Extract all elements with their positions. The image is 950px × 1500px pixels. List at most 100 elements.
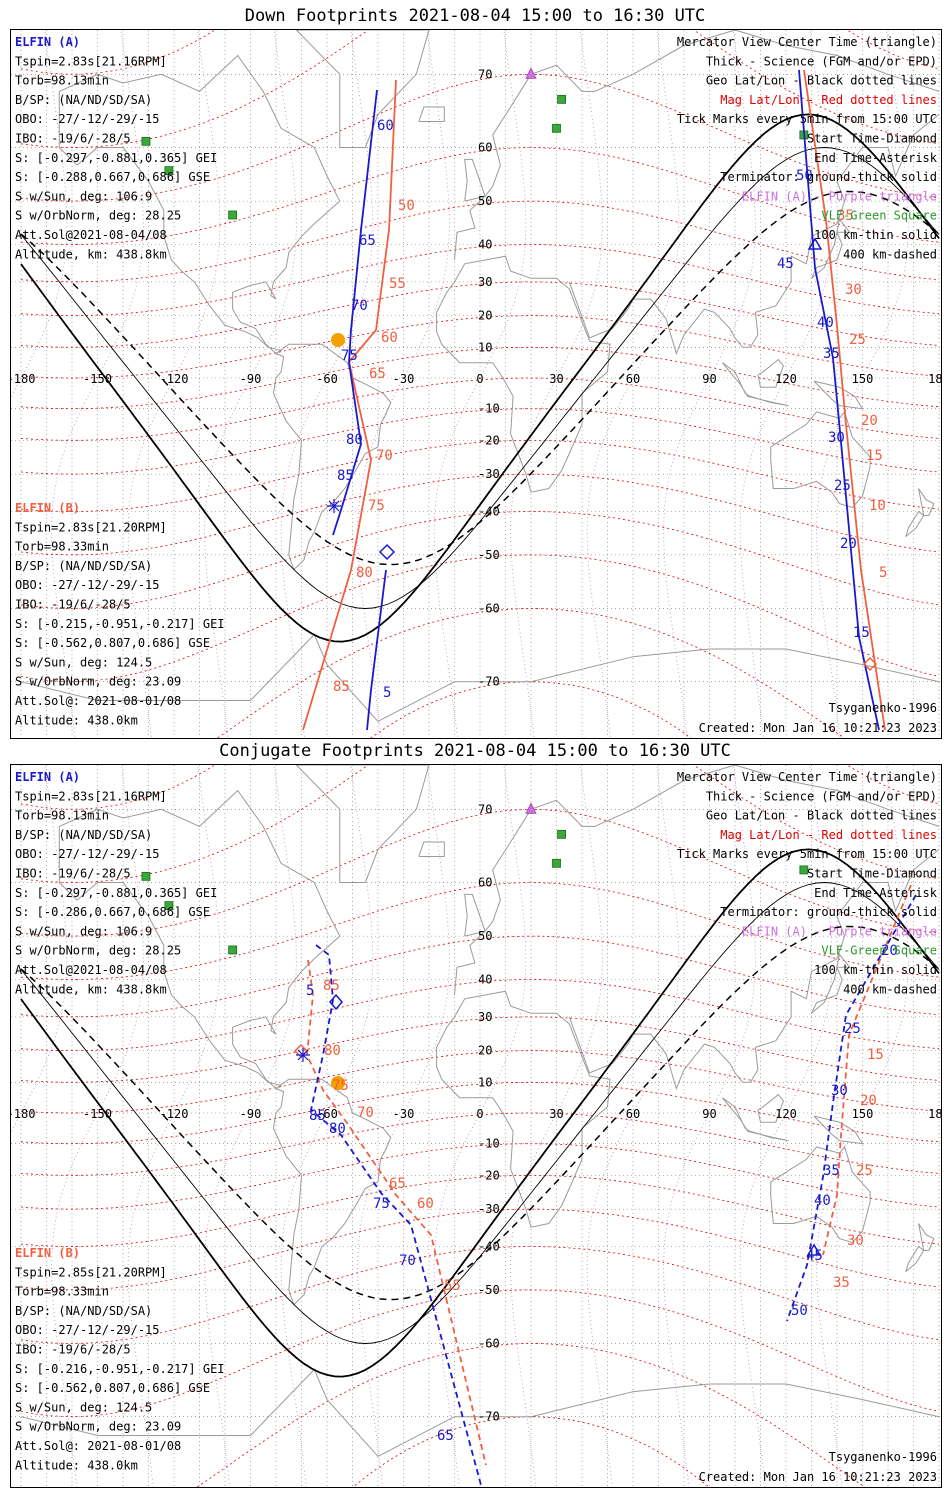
elfin-a-info-line: S w/Sun, deg: 106.9: [15, 924, 152, 938]
elfin-b-info-line: S: [-0.215,-0.951,-0.217] GEI: [15, 617, 225, 631]
vlf-station-marker: [799, 865, 809, 875]
start-time-diamond: [378, 543, 396, 561]
mag-longitude-line: [816, 30, 909, 738]
lat-tick-label: 50: [478, 194, 492, 208]
legend-line: 100 km-thin solid: [814, 963, 937, 977]
elfin-b-header: ELFIN (B): [15, 1246, 80, 1260]
lon-tick-label: -120: [160, 1107, 189, 1121]
lat-tick-label: -40: [478, 505, 500, 519]
mag-longitude-line: [357, 30, 450, 738]
legend-line: Mag Lat/Lon - Red dotted lines: [720, 828, 937, 842]
lat-tick-label: -30: [478, 1202, 500, 1216]
vlf-station-marker: [141, 871, 151, 881]
mag-latitude-line: [20, 1289, 940, 1418]
elfin-b-info-line: Att.Sol@: 2021-08-01/08: [15, 1439, 181, 1453]
elfin-b-tick-label: 35: [833, 1275, 850, 1291]
map-canvas-down: -180 -150 -120 -90 -60 -30 0 30 60 90 120 150 180 70 6…: [11, 30, 941, 738]
elfin-a-track-west: [310, 944, 482, 1486]
elfin-a-tick-label: 65: [359, 233, 376, 249]
elfin-a-info-line: IBO: -19/6/-28/5: [15, 867, 131, 881]
coastline: [811, 218, 851, 279]
lon-tick-label: 120: [775, 1107, 797, 1121]
mag-latitude-line: [20, 1175, 940, 1247]
mag-longitude-line: [663, 765, 756, 1487]
lon-tick-label: -90: [240, 1107, 262, 1121]
legend-line: 400 km-dashed: [843, 247, 937, 261]
elfin-b-tick-label: 85: [333, 679, 350, 695]
legend-line: Geo Lat/Lon - Black dotted lines: [706, 74, 937, 88]
elfin-b-tick-label: 60: [417, 1196, 434, 1212]
elfin-b-info-line: Altitude: 438.0km: [15, 1458, 138, 1472]
mag-longitude-line: [51, 765, 144, 1487]
coastline: [568, 114, 940, 356]
mag-longitude-line: [510, 765, 603, 1487]
elfin-a-info-line: OBO: -27/-12/-29/-15: [15, 112, 160, 126]
mag-longitude-line: [127, 765, 221, 1487]
vlf-station-marker: [228, 210, 238, 220]
mag-latitude-line: [20, 511, 940, 609]
lat-tick-label: 40: [478, 972, 492, 986]
elfin-a-tick-label: 50: [791, 1303, 808, 1319]
lat-tick-label: -10: [478, 402, 500, 416]
elfin-a-tick-label: 70: [351, 298, 368, 314]
coastline: [568, 849, 940, 1091]
elfin-b-tick-label: 15: [866, 448, 883, 464]
elfin-a-tick-label: 70: [399, 1253, 416, 1269]
lon-tick-label: -180: [11, 372, 35, 386]
elfin-a-header: ELFIN (A): [15, 35, 80, 49]
elfin-a-info-line: OBO: -27/-12/-29/-15: [15, 847, 160, 861]
coastline: [918, 488, 935, 516]
mag-longitude-line: [11, 30, 68, 399]
legend-line: VLF-Green Square: [821, 944, 937, 958]
lon-tick-label: -90: [240, 372, 262, 386]
terminator-ground: [20, 848, 940, 1378]
elfin-b-info-line: S w/OrbNorm, deg: 23.09: [15, 675, 181, 689]
center-time-sun-marker: [331, 333, 345, 347]
elfin-b-tick-label: 75: [368, 498, 385, 514]
model-label: Tsyganenko-1996: [829, 701, 937, 715]
elfin-purple-triangle: [525, 802, 537, 814]
coastline: [770, 410, 871, 509]
map-canvas-conjugate: -180 -150 -120 -90 -60 -30 0 30 60 90 120 150 180 70 6…: [11, 765, 941, 1487]
elfin-b-tick-label: 20: [860, 1093, 877, 1109]
elfin-b-tick-label: 85: [323, 978, 340, 994]
elfin-a-tick-label: 30: [831, 1083, 848, 1099]
legend-line: End Time-Asterisk: [814, 886, 938, 900]
elfin-a-tick-label: 25: [844, 1021, 861, 1037]
elfin-b-info-line: B/SP: (NA/ND/SD/SA): [15, 559, 152, 573]
elfin-a-info-line: S w/Sun, deg: 106.9: [15, 189, 152, 203]
elfin-purple-triangle: [525, 67, 537, 79]
coastline: [905, 1245, 925, 1272]
mag-latitude-line: [20, 554, 940, 683]
elfin-b-info-line: S w/Sun, deg: 124.5: [15, 1400, 152, 1414]
elfin-b-tick-label: 10: [869, 498, 886, 514]
vlf-station-marker: [164, 166, 174, 176]
elfin-b-tick-label: 35: [837, 208, 854, 224]
lat-tick-label: 40: [478, 237, 492, 251]
mag-latitude-line: [20, 147, 940, 245]
elfin-a-tick-label: 45: [777, 256, 794, 272]
coastline: [454, 30, 940, 261]
lat-tick-label: 70: [478, 67, 492, 81]
lon-tick-label: 180: [928, 372, 941, 386]
coastline: [905, 510, 925, 537]
mag-longitude-line: [816, 765, 909, 1487]
mag-longitude-line: [204, 30, 297, 738]
mag-longitude-line: [739, 765, 833, 1487]
elfin-b-tick-label: 70: [357, 1105, 374, 1121]
elfin-a-info-line: B/SP: (NA/ND/SD/SA): [15, 828, 152, 842]
lat-tick-label: -20: [478, 433, 500, 447]
lat-tick-label: 60: [478, 876, 492, 890]
elfin-a-tick-label: 50: [796, 168, 813, 184]
legend-line: ELFIN (A) - Purple triangle: [742, 189, 937, 203]
coastline: [20, 1368, 940, 1458]
terminator-400km: [20, 190, 940, 566]
elfin-b-tick-label: 50: [398, 198, 415, 214]
end-time-asterisk: [327, 499, 341, 513]
elfin-b-info-line: Altitude: 438.0km: [15, 713, 138, 727]
coastline: [295, 765, 430, 883]
legend-line: End Time-Asterisk: [814, 151, 938, 165]
lat-tick-label: 20: [478, 309, 492, 323]
mag-latitude-line: [20, 244, 940, 316]
lon-tick-label: 30: [549, 1107, 563, 1121]
